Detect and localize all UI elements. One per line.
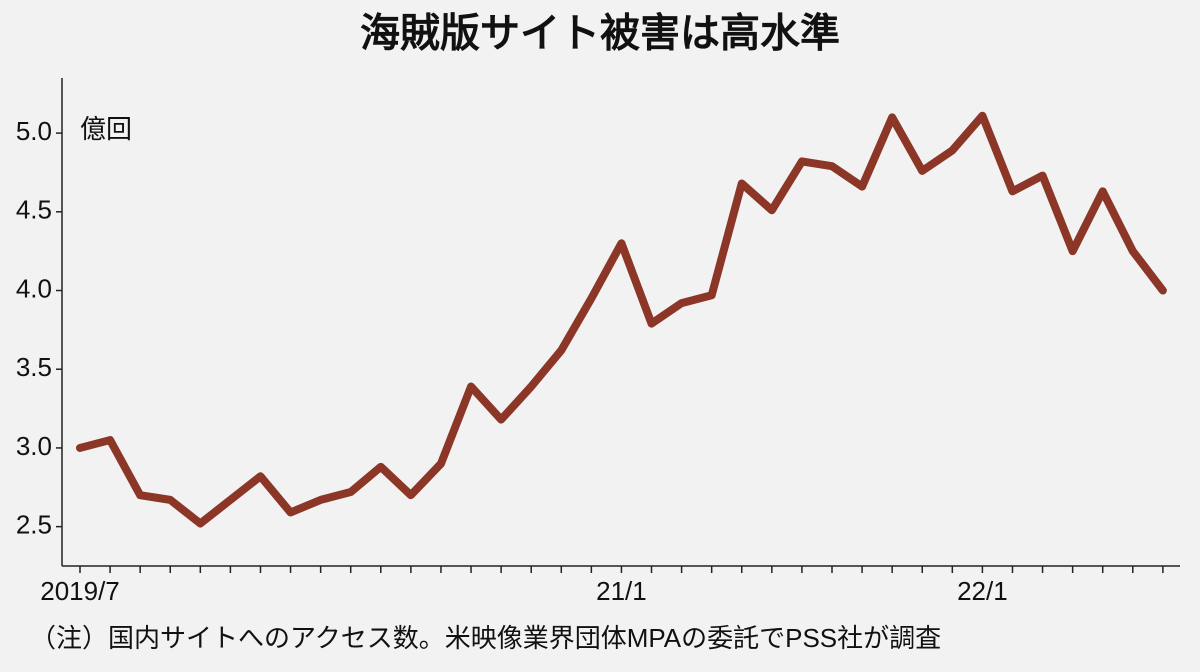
- note: （注）国内サイトへのアクセス数。米映像業界団体MPAの委託でPSS社が調査: [30, 623, 941, 653]
- y-tick-label: 3.0: [16, 431, 52, 461]
- y-tick-label: 4.0: [16, 273, 52, 303]
- y-unit: 億回: [80, 114, 132, 144]
- x-tick-label: 22/1: [957, 576, 1008, 606]
- x-tick-label: 21/1: [596, 576, 647, 606]
- chart-title: 海賊版サイト被害は高水準: [360, 12, 840, 56]
- y-tick-label: 2.5: [16, 510, 52, 540]
- y-tick-label: 3.5: [16, 352, 52, 382]
- x-tick-label: 2019/7: [40, 576, 120, 606]
- data-line: [76, 111, 1167, 528]
- y-tick-label: 4.5: [16, 195, 52, 225]
- y-tick-label: 5.0: [16, 116, 52, 146]
